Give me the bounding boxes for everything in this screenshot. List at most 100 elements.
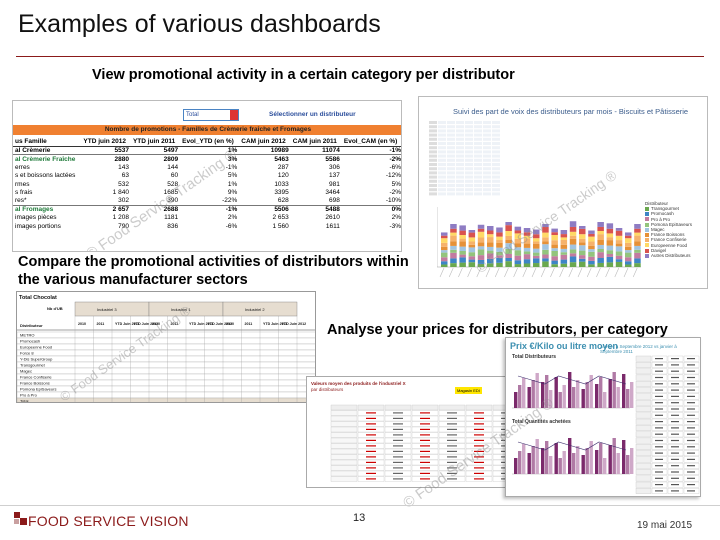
price-value	[447, 412, 457, 414]
price-bar	[599, 377, 603, 408]
grid-cell	[447, 192, 455, 196]
price-side-value	[687, 433, 695, 435]
table-cell: -6%	[389, 163, 401, 171]
bar-segment	[588, 233, 595, 237]
price-value	[366, 456, 376, 458]
chevron-down-icon[interactable]	[230, 110, 238, 120]
tick-label	[577, 267, 583, 278]
price-bar	[572, 453, 576, 474]
tick-label	[605, 267, 610, 278]
table-row: al Crèmerie 5537 5497 1% 10989 11074 -1%	[13, 145, 401, 155]
price-cell	[411, 404, 439, 411]
price-value	[420, 412, 430, 414]
price-value	[366, 412, 376, 414]
price-bar	[527, 387, 531, 408]
table-cell: images pièces	[15, 214, 57, 222]
grid-cell	[456, 184, 464, 187]
bar-segment	[533, 258, 540, 264]
bar-segment	[588, 260, 595, 265]
grid-cell	[456, 188, 464, 192]
price-value	[474, 467, 484, 469]
table-cell: 3395	[274, 189, 289, 197]
comparison-grid: Total Chocolat Nb d'UB Distributeur Industr…	[17, 295, 315, 402]
price-side-value	[655, 433, 663, 435]
table-cell: 1 560	[272, 222, 289, 230]
bar-segment	[634, 235, 641, 242]
table-row: images pièces 1 208 1181 2% 2 653 2610 2%	[13, 214, 401, 222]
table-row: al Crèmerie Fraîche 2880 2809 3% 5463 5586 -2%	[13, 154, 401, 164]
bar-segment	[542, 249, 549, 255]
bar-segment	[496, 240, 503, 243]
grid-cell	[447, 129, 455, 133]
grid-cell	[492, 184, 500, 187]
grid-cell	[483, 184, 491, 187]
grid-row	[17, 367, 315, 375]
table-cell: -1%	[341, 145, 401, 155]
price-side-value	[687, 408, 695, 410]
price-side-value	[671, 414, 679, 416]
grid-cell	[492, 142, 500, 145]
grid-cell	[438, 163, 446, 166]
bar-segment	[551, 251, 558, 257]
table-cell: 5488	[290, 204, 342, 214]
price-value	[366, 478, 376, 480]
price-side-value	[655, 370, 663, 372]
total-distributors-label: Total Distributeurs	[512, 354, 557, 360]
price-table-grid	[330, 404, 520, 482]
price-bar	[522, 378, 526, 408]
table-row: s frais 1 840 1685 9% 3395 3464 -2%	[13, 188, 401, 197]
price-value	[420, 478, 430, 480]
grid-cell	[483, 137, 491, 141]
table-row: rmes 532 528 1% 1033 981 5%	[13, 180, 401, 188]
grid-cell	[447, 142, 455, 145]
grid-cell	[474, 179, 482, 183]
table-cell: -2%	[389, 189, 401, 197]
bar-segment	[597, 226, 604, 231]
legend-label: Autres Distributeurs	[651, 253, 691, 259]
price-side-value	[655, 414, 663, 416]
grid-cell	[429, 125, 437, 129]
grid-cell	[447, 163, 455, 166]
price-side-cell	[635, 475, 652, 482]
legend-swatch	[645, 207, 649, 212]
bar-segment	[523, 235, 531, 239]
bar-segment	[459, 257, 466, 263]
price-cell	[330, 410, 358, 416]
tick-label	[531, 267, 537, 278]
grid-row	[17, 355, 315, 363]
bar-segment	[551, 235, 558, 241]
bar-segment	[468, 259, 476, 263]
distributor-select[interactable]: Total	[183, 109, 239, 121]
grid-cell	[438, 125, 446, 129]
price-bar	[581, 389, 585, 408]
grid-cell	[474, 121, 482, 124]
bar-segment	[514, 250, 522, 256]
bar-segment	[588, 249, 595, 252]
grid-cell	[447, 175, 455, 179]
bar-segment	[634, 228, 641, 233]
price-side-value	[671, 408, 679, 410]
price-side-value	[687, 458, 695, 460]
table-cell: 836	[167, 222, 179, 230]
grid-cell	[429, 188, 437, 192]
table-cell: 2880	[81, 154, 131, 164]
bar-segment	[542, 227, 549, 233]
bar-segment	[597, 240, 604, 245]
price-value	[447, 445, 457, 447]
table-cell: al Crèmerie Fraîche	[13, 154, 82, 164]
price-value	[420, 450, 430, 452]
bar-segment	[560, 254, 568, 260]
grid-row-label: Pro à Pro	[20, 393, 38, 398]
grid-cell	[474, 171, 482, 175]
bar-segment	[459, 225, 466, 231]
bar-segment	[450, 249, 457, 253]
bar-segment	[505, 240, 512, 244]
price-value	[366, 434, 376, 436]
legend-label: Davigel	[651, 247, 667, 253]
grid-row-label: METRO	[20, 333, 34, 338]
legend-label: Pomona EpiSaveurs	[651, 221, 693, 227]
grid-title: Total Chocolat	[19, 295, 57, 301]
price-value	[366, 445, 376, 447]
price-bar	[616, 453, 620, 474]
bar-segment	[496, 262, 503, 267]
